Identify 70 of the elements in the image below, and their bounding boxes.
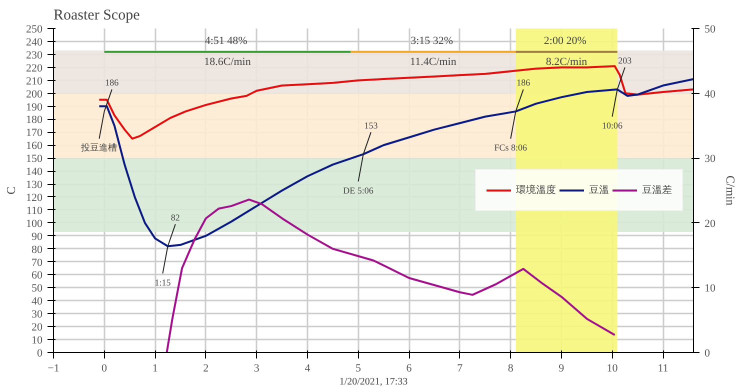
y-tick-label: 10 bbox=[32, 334, 43, 347]
x-tick-label: 7 bbox=[457, 362, 464, 374]
y-tick-label: 250 bbox=[26, 24, 43, 36]
annotation: 3:15 32% bbox=[410, 34, 454, 47]
y-tick-label: 20 bbox=[32, 322, 43, 334]
annotation: 153 bbox=[364, 120, 378, 130]
annotation: 203 bbox=[618, 55, 632, 66]
y-tick-label: 40 bbox=[32, 296, 43, 308]
annotation: 11.4C/min bbox=[410, 56, 457, 68]
y-tick-label: 150 bbox=[26, 153, 43, 166]
y2-tick-label: 30 bbox=[704, 153, 716, 166]
y-tick-label: 220 bbox=[26, 62, 43, 74]
y-tick-label: 160 bbox=[26, 140, 43, 152]
x-tick-label: 4 bbox=[304, 362, 311, 374]
annotation: 82 bbox=[170, 212, 180, 222]
y-tick-label: 100 bbox=[26, 218, 43, 230]
y-tick-label: 80 bbox=[32, 244, 43, 256]
y-tick-label: 60 bbox=[32, 270, 43, 282]
x-tick-label: 5 bbox=[356, 362, 362, 374]
x-tick-label: 10 bbox=[606, 362, 618, 374]
annotation: 8.2C/min bbox=[546, 56, 588, 68]
y-tick-label: 140 bbox=[26, 166, 43, 178]
y-tick-label: 110 bbox=[26, 204, 43, 217]
annotation: FCs 8:06 bbox=[494, 142, 528, 153]
y-tick-label: 90 bbox=[32, 230, 43, 243]
x-tick-label: 6 bbox=[406, 362, 412, 374]
legend-label: 環境溫度 bbox=[516, 184, 556, 197]
y2-tick-label: 10 bbox=[704, 282, 716, 295]
y-tick-label: 0 bbox=[37, 348, 43, 360]
x-tick-label: 8 bbox=[508, 362, 514, 374]
annotation: DE 5:06 bbox=[343, 185, 374, 196]
chart-title: Roaster Scope bbox=[54, 8, 140, 24]
y-tick-label: 230 bbox=[26, 49, 43, 62]
line-series bbox=[98, 65, 694, 140]
annotation: 186 bbox=[105, 78, 120, 88]
y2-tick-label: 0 bbox=[704, 348, 710, 360]
x-tick-label: −1 bbox=[48, 362, 60, 374]
y-tick-label: 50 bbox=[32, 282, 43, 295]
y2-tick-label: 20 bbox=[704, 218, 716, 230]
legend-label: 豆溫差 bbox=[642, 184, 672, 197]
annotation: 10:06 bbox=[602, 120, 623, 131]
y-axis-title: C bbox=[4, 186, 18, 194]
y2-tick-label: 40 bbox=[704, 88, 716, 100]
y-tick-label: 200 bbox=[26, 88, 43, 100]
annotation: 投豆進槽 bbox=[80, 142, 118, 153]
x-axis-title: 1/20/2021, 17:33 bbox=[339, 376, 408, 388]
y-tick-label: 30 bbox=[32, 308, 43, 321]
x-tick-label: 9 bbox=[558, 362, 565, 374]
legend-label: 豆溫 bbox=[589, 184, 609, 197]
y2-axis-title: C/min bbox=[724, 175, 738, 206]
y-tick-label: 190 bbox=[26, 101, 43, 114]
annotation: 186 bbox=[516, 78, 531, 88]
y-tick-label: 180 bbox=[26, 114, 43, 126]
x-tick-label: 11 bbox=[658, 362, 668, 374]
y-tick-label: 70 bbox=[32, 256, 43, 269]
y-tick-label: 120 bbox=[26, 192, 43, 204]
x-tick-label: 2 bbox=[203, 362, 209, 374]
annotation: 2:00 20% bbox=[544, 34, 586, 47]
x-tick-label: 1 bbox=[152, 362, 158, 374]
annotation: 4:51 48% bbox=[204, 34, 248, 47]
y-tick-label: 210 bbox=[26, 75, 43, 88]
x-tick-label: 3 bbox=[254, 362, 260, 374]
annotation: 1:15 bbox=[154, 277, 172, 288]
annotation: 18.6C/min bbox=[204, 56, 252, 68]
line-series bbox=[98, 78, 694, 248]
y-tick-label: 170 bbox=[26, 127, 43, 140]
y2-tick-label: 50 bbox=[704, 24, 716, 36]
y-tick-label: 240 bbox=[26, 36, 43, 48]
x-tick-label: 0 bbox=[102, 362, 108, 374]
y-tick-label: 130 bbox=[26, 179, 43, 192]
